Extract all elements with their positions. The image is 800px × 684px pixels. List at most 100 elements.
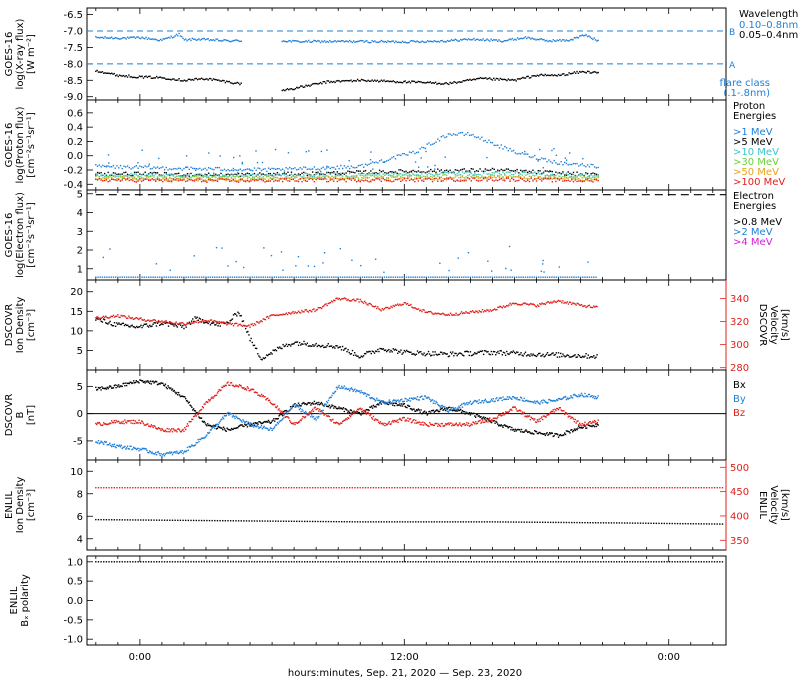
data-point bbox=[190, 40, 191, 41]
data-point bbox=[585, 173, 586, 174]
data-point bbox=[129, 167, 130, 168]
data-point bbox=[174, 35, 175, 36]
data-point bbox=[97, 442, 98, 443]
data-point bbox=[118, 322, 119, 323]
data-point bbox=[586, 34, 587, 35]
data-point bbox=[439, 354, 440, 355]
data-point bbox=[421, 180, 422, 181]
data-point bbox=[308, 40, 309, 41]
data-point bbox=[291, 41, 292, 42]
data-point bbox=[559, 179, 560, 180]
data-point bbox=[564, 432, 565, 433]
data-point bbox=[508, 354, 509, 355]
data-point bbox=[191, 320, 192, 321]
data-point bbox=[593, 355, 594, 356]
data-point bbox=[144, 276, 145, 277]
data-point bbox=[248, 181, 249, 182]
data-point bbox=[483, 172, 484, 173]
data-point bbox=[304, 41, 305, 42]
data-point bbox=[587, 71, 588, 72]
data-point bbox=[527, 180, 528, 181]
data-point bbox=[316, 402, 317, 403]
data-point bbox=[419, 411, 420, 412]
data-point bbox=[280, 178, 281, 179]
data-point bbox=[230, 41, 231, 42]
data-point bbox=[307, 41, 308, 42]
data-point bbox=[199, 179, 200, 180]
data-point bbox=[592, 175, 593, 176]
data-point bbox=[509, 170, 510, 171]
data-point bbox=[375, 178, 376, 179]
data-point bbox=[323, 81, 324, 82]
data-point bbox=[537, 75, 538, 76]
data-point bbox=[152, 178, 153, 179]
data-point bbox=[566, 159, 567, 160]
data-point bbox=[315, 83, 316, 84]
data-point bbox=[314, 181, 315, 182]
data-point bbox=[176, 451, 177, 452]
data-point bbox=[391, 81, 392, 82]
data-point bbox=[427, 166, 428, 167]
series-by bbox=[95, 385, 599, 457]
data-point bbox=[330, 179, 331, 180]
data-point bbox=[403, 42, 404, 43]
data-point bbox=[514, 39, 515, 40]
data-point bbox=[298, 406, 299, 407]
data-point bbox=[342, 173, 343, 174]
data-point bbox=[512, 38, 513, 39]
data-point bbox=[379, 400, 380, 401]
data-point bbox=[545, 175, 546, 176]
data-point bbox=[426, 276, 427, 277]
data-point bbox=[265, 319, 266, 320]
data-point bbox=[166, 176, 167, 177]
right-y-axis-label: Velocity bbox=[768, 305, 779, 344]
data-point bbox=[407, 303, 408, 304]
data-point bbox=[479, 177, 480, 178]
data-point bbox=[343, 350, 344, 351]
data-point bbox=[319, 178, 320, 179]
data-point bbox=[592, 39, 593, 40]
data-point bbox=[326, 175, 327, 176]
data-point bbox=[493, 175, 494, 176]
data-point bbox=[237, 325, 238, 326]
data-point bbox=[177, 35, 178, 36]
data-point bbox=[182, 80, 183, 81]
data-point bbox=[470, 414, 471, 415]
data-point bbox=[135, 276, 136, 277]
data-point bbox=[288, 40, 289, 41]
data-point bbox=[108, 276, 109, 277]
data-point bbox=[139, 176, 140, 177]
data-point bbox=[190, 179, 191, 180]
data-point bbox=[215, 38, 216, 39]
data-point bbox=[229, 181, 230, 182]
data-point bbox=[227, 169, 228, 170]
data-point bbox=[186, 167, 187, 168]
data-point bbox=[282, 344, 283, 345]
flare-class-note: (.1-.8nm) bbox=[723, 88, 770, 99]
data-point bbox=[123, 323, 124, 324]
data-point bbox=[254, 180, 255, 181]
data-point bbox=[572, 72, 573, 73]
data-point bbox=[430, 169, 431, 170]
data-point bbox=[271, 422, 272, 423]
data-point bbox=[474, 136, 475, 137]
data-point bbox=[402, 41, 403, 42]
data-point bbox=[562, 171, 563, 172]
data-point bbox=[412, 170, 413, 171]
data-point bbox=[449, 407, 450, 408]
data-point bbox=[506, 168, 507, 169]
data-point bbox=[284, 41, 285, 42]
data-point bbox=[103, 73, 104, 74]
data-point bbox=[123, 37, 124, 38]
data-point bbox=[341, 40, 342, 41]
data-point bbox=[173, 179, 174, 180]
data-point bbox=[108, 154, 109, 155]
data-point bbox=[493, 420, 494, 421]
data-point bbox=[478, 180, 479, 181]
data-point bbox=[576, 429, 577, 430]
data-point bbox=[238, 181, 239, 182]
data-point bbox=[206, 174, 207, 175]
data-point bbox=[509, 303, 510, 304]
data-point bbox=[341, 349, 342, 350]
data-point bbox=[517, 352, 518, 353]
